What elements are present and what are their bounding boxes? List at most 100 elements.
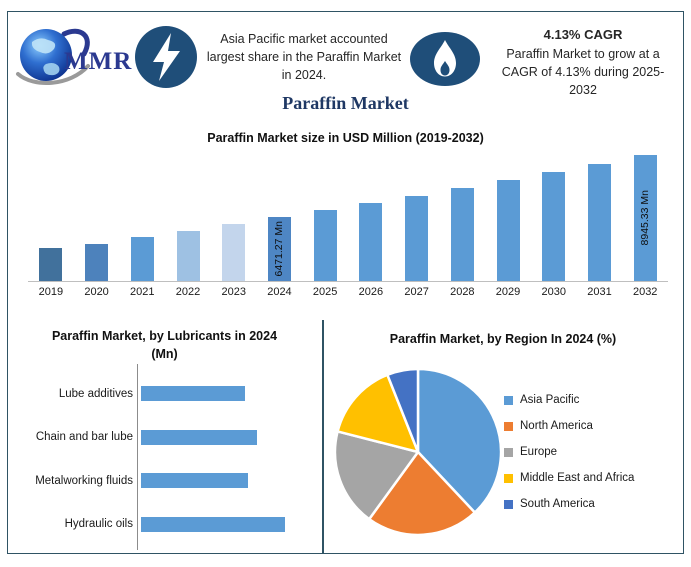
flame-icon bbox=[409, 31, 481, 92]
legend-item: Middle East and Africa bbox=[504, 470, 634, 486]
legend-item: Asia Pacific bbox=[504, 392, 634, 408]
axis-tick-label-2022: 2022 bbox=[175, 286, 201, 298]
mmr-logo: MMR bbox=[12, 22, 134, 90]
panel-divider bbox=[322, 320, 324, 554]
pie-slice-south-america bbox=[386, 367, 420, 454]
bar-2026 bbox=[359, 203, 383, 281]
bar-slot-2028 bbox=[439, 141, 485, 281]
lubricant-row: Metalworking fluids bbox=[15, 464, 315, 498]
lubricant-row: Lube additives bbox=[15, 377, 315, 411]
lubricant-label: Chain and bar lube bbox=[35, 431, 133, 444]
bar-2025 bbox=[313, 210, 337, 281]
bar-2027 bbox=[405, 196, 429, 281]
legend-label: South America bbox=[520, 498, 595, 510]
annual-axis-labels: 2019 2020 2021 2022 2023 2024 2025 2026 2027 2028… bbox=[28, 286, 668, 298]
region-pie bbox=[333, 367, 503, 537]
legend-swatch bbox=[504, 395, 513, 405]
lubricant-bar-track bbox=[141, 473, 315, 489]
logo-text: MMR bbox=[64, 48, 133, 75]
lubricants-rows: Lube additives Chain and bar lube Metalwor… bbox=[15, 372, 315, 546]
lubricant-bar-track bbox=[141, 386, 315, 402]
legend-swatch bbox=[504, 421, 513, 431]
axis-tick-label-2023: 2023 bbox=[221, 286, 246, 298]
x-axis-line bbox=[28, 281, 668, 282]
axis-tick-label-2025: 2025 bbox=[312, 286, 338, 298]
bar-slot-2025 bbox=[302, 141, 348, 281]
legend-label: North America bbox=[520, 420, 593, 432]
bar-slot-2032: 8945.33 Mn bbox=[622, 141, 668, 281]
bar-value-label-2032: 8945.33 Mn bbox=[639, 190, 652, 246]
lubricant-label: Hydraulic oils bbox=[64, 518, 133, 531]
axis-tick-label-2030: 2030 bbox=[541, 286, 566, 298]
axis-tick-label-2029: 2029 bbox=[495, 286, 521, 298]
lubricant-bar bbox=[141, 386, 245, 402]
legend-label: Asia Pacific bbox=[520, 394, 580, 406]
bar-2024: 6471.27 Mn bbox=[267, 217, 291, 281]
pie-slice-middle-east-and-africa bbox=[336, 373, 420, 454]
cagr-note-block: 4.13% CAGR Paraffin Market to grow at a … bbox=[494, 27, 672, 99]
axis-tick-label-2028: 2028 bbox=[450, 286, 475, 298]
lubricant-row: Hydraulic oils bbox=[15, 507, 315, 541]
bar-slot-2029 bbox=[485, 141, 531, 281]
legend-label: Europe bbox=[520, 446, 558, 458]
lubricant-bar-track bbox=[141, 429, 315, 445]
legend-swatch bbox=[504, 447, 513, 457]
pie-slice-north-america bbox=[367, 450, 477, 537]
legend-swatch bbox=[504, 499, 513, 509]
annual-bar-plot: 6471.27 Mn 8945.33 Mn bbox=[28, 141, 668, 281]
bar-slot-2021 bbox=[119, 141, 165, 281]
cagr-title: 4.13% CAGR bbox=[543, 27, 623, 42]
legend-item: South America bbox=[504, 496, 634, 512]
axis-tick-label-2031: 2031 bbox=[587, 286, 612, 298]
bar-slot-2023 bbox=[211, 141, 257, 281]
cagr-body: Paraffin Market to grow at a CAGR of 4.1… bbox=[501, 47, 665, 97]
lubricant-label: Metalworking fluids bbox=[35, 474, 133, 487]
bar-2030 bbox=[542, 172, 566, 281]
bar-2019 bbox=[39, 248, 63, 281]
bar-2023 bbox=[222, 224, 246, 281]
lubricant-bar bbox=[141, 516, 285, 532]
bar-value-label-2024: 6471.27 Mn bbox=[273, 221, 286, 277]
lubricant-bar bbox=[141, 429, 258, 445]
axis-tick-label-2024: 2024 bbox=[267, 286, 292, 298]
axis-tick-label-2032: 2032 bbox=[632, 286, 658, 298]
bar-slot-2022 bbox=[165, 141, 211, 281]
pie-slice-europe bbox=[333, 430, 420, 521]
bar-slot-2024: 6471.27 Mn bbox=[257, 141, 303, 281]
lubricants-chart-title: Paraffin Market, by Lubricants in 2024 (… bbox=[51, 329, 278, 361]
bar-2032: 8945.33 Mn bbox=[633, 155, 657, 281]
axis-tick-label-2020: 2020 bbox=[84, 286, 109, 298]
region-chart-title: Paraffin Market, by Region In 2024 (%) bbox=[389, 332, 617, 346]
bar-2028 bbox=[450, 188, 474, 281]
globe-swoosh bbox=[16, 64, 90, 85]
globe-swoosh-top bbox=[61, 28, 90, 57]
highlight-note: Asia Pacific market accounted largest sh… bbox=[206, 32, 402, 83]
bar-slot-2027 bbox=[394, 141, 440, 281]
bar-slot-2026 bbox=[348, 141, 394, 281]
region-legend: Asia Pacific North America Europe Middle Ea… bbox=[504, 392, 634, 522]
globe-icon bbox=[16, 28, 90, 85]
lubricants-panel: Paraffin Market, by Lubricants in 2024 (… bbox=[7, 320, 322, 554]
legend-item: North America bbox=[504, 418, 634, 434]
bar-2029 bbox=[496, 180, 520, 281]
lubricant-row: Chain and bar lube bbox=[15, 420, 315, 454]
legend-label: Middle East and Africa bbox=[520, 472, 635, 484]
annual-chart-title: Paraffin Market size in USD Million (201… bbox=[207, 131, 484, 145]
axis-tick-label-2021: 2021 bbox=[130, 286, 155, 298]
bar-slot-2031 bbox=[577, 141, 623, 281]
region-panel: Paraffin Market, by Region In 2024 (%) A… bbox=[324, 320, 682, 554]
axis-tick-label-2026: 2026 bbox=[358, 286, 384, 298]
page-title: Paraffin Market bbox=[282, 93, 409, 113]
legend-swatch bbox=[504, 473, 513, 483]
legend-item: Europe bbox=[504, 444, 634, 460]
lubricant-bar-track bbox=[141, 516, 315, 532]
lubricant-bar bbox=[141, 473, 248, 489]
bar-2031 bbox=[587, 164, 611, 281]
bar-slot-2020 bbox=[74, 141, 120, 281]
bar-2022 bbox=[176, 231, 200, 281]
bar-slot-2019 bbox=[28, 141, 74, 281]
bar-2020 bbox=[85, 244, 109, 281]
bar-2021 bbox=[130, 237, 154, 281]
y-axis-line bbox=[137, 364, 138, 550]
